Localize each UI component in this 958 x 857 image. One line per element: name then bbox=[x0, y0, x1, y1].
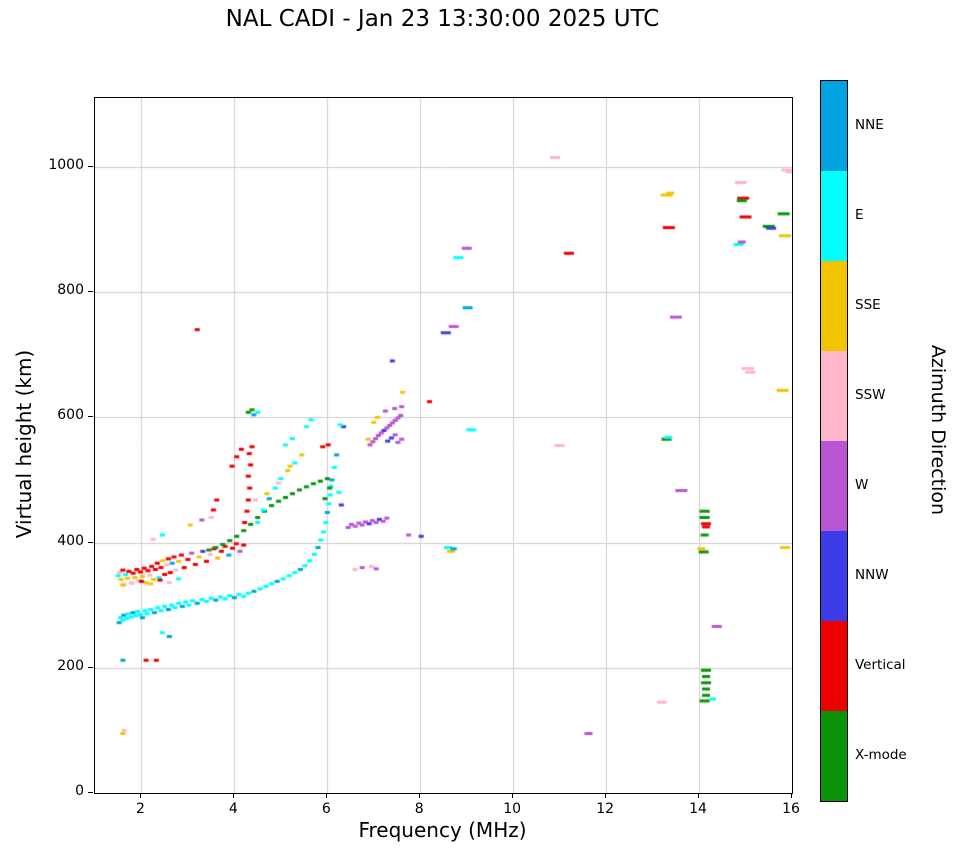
x-tick-mark bbox=[233, 793, 235, 798]
colorbar-segment-v bbox=[821, 621, 847, 711]
x-tick-label: 14 bbox=[689, 801, 707, 817]
x-tick-mark bbox=[698, 793, 700, 798]
colorbar-segment-sse bbox=[821, 261, 847, 351]
colorbar-label-nnw: NNW bbox=[855, 567, 889, 583]
x-tick-mark bbox=[140, 793, 142, 798]
y-tick-mark bbox=[88, 792, 93, 793]
colorbar-segment-ssw bbox=[821, 351, 847, 441]
colorbar-label-e: E bbox=[855, 207, 864, 223]
y-tick-mark bbox=[88, 416, 93, 418]
y-tick-mark bbox=[88, 666, 93, 668]
x-tick-label: 4 bbox=[228, 801, 238, 817]
colorbar-segment-x bbox=[821, 711, 847, 801]
colorbar-label-nne: NNE bbox=[855, 117, 884, 133]
x-tick-label: 12 bbox=[596, 801, 615, 817]
y-tick-label: 800 bbox=[57, 282, 84, 299]
x-tick-mark bbox=[326, 793, 328, 798]
x-tick-label: 16 bbox=[782, 801, 800, 817]
colorbar-label-x: X-mode bbox=[855, 747, 907, 763]
x-tick-label: 8 bbox=[414, 801, 424, 817]
x-tick-label: 10 bbox=[503, 801, 522, 817]
x-tick-mark bbox=[512, 793, 514, 798]
x-tick-mark bbox=[419, 793, 421, 798]
y-tick-mark bbox=[88, 541, 93, 543]
colorbar bbox=[820, 80, 848, 802]
x-axis-label: Frequency (MHz) bbox=[358, 818, 527, 842]
y-tick-label: 600 bbox=[57, 407, 84, 424]
colorbar-label-ssw: SSW bbox=[855, 387, 886, 403]
y-tick-label: 400 bbox=[57, 532, 84, 549]
colorbar-segment-nne bbox=[821, 81, 847, 171]
colorbar-axis-label: Azimuth Direction bbox=[927, 344, 949, 516]
chart-title: NAL CADI - Jan 23 13:30:00 2025 UTC bbox=[225, 6, 660, 32]
colorbar-segment-w bbox=[821, 441, 847, 531]
colorbar-label-sse: SSE bbox=[855, 297, 881, 313]
ionogram-plot-canvas bbox=[94, 97, 793, 794]
x-tick-mark bbox=[605, 793, 607, 798]
colorbar-label-w: W bbox=[855, 477, 869, 493]
y-axis-label: Virtual height (km) bbox=[12, 349, 36, 539]
x-tick-label: 2 bbox=[135, 801, 145, 817]
y-tick-label: 0 bbox=[75, 783, 84, 799]
y-tick-label: 1000 bbox=[48, 156, 84, 173]
colorbar-label-v: Vertical bbox=[855, 657, 906, 673]
x-tick-label: 6 bbox=[321, 801, 331, 817]
y-tick-mark bbox=[88, 291, 93, 293]
colorbar-segment-nnw bbox=[821, 531, 847, 621]
y-tick-label: 200 bbox=[57, 657, 84, 674]
x-tick-mark bbox=[791, 793, 792, 798]
y-tick-mark bbox=[88, 165, 93, 167]
colorbar-segment-e bbox=[821, 171, 847, 261]
